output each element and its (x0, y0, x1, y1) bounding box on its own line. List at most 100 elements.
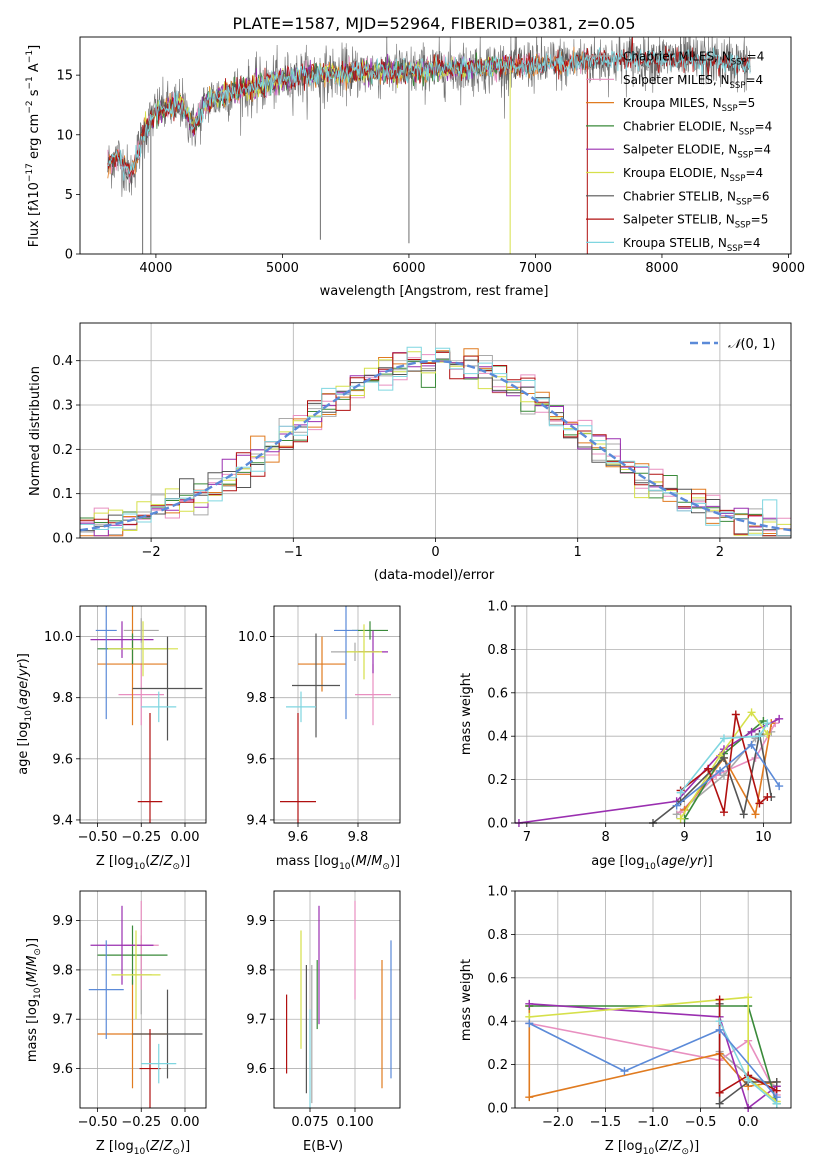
mass-weight-marker (715, 1099, 724, 1108)
mass-vs-z-xtick-label: −0.25 (121, 1115, 161, 1130)
mass-weight-marker (772, 1077, 781, 1086)
residual-histogram-xtick-label: 1 (574, 545, 582, 560)
spectrum-axes: 4000 5000 6000 7000 8000 9000 0 5 10 15 (56, 37, 805, 276)
mass-weight-vs-age-ytick-label: 0.4 (487, 730, 508, 745)
mass-weight-marker (747, 727, 756, 736)
normal-curve (79, 359, 792, 532)
mass-weight-vs-z-ytick-label: 1.0 (487, 885, 508, 900)
mass-weight-vs-z-ytick-label: 0.8 (487, 928, 508, 943)
mass-weight-vs-age-ytick-label: 0.6 (487, 686, 508, 701)
age-vs-mass-frame (273, 605, 401, 824)
mass-weight-vs-z-ytick-label: 0.2 (487, 1058, 508, 1073)
spectrum-legend: Chabrier MILES, NSSP=4 Salpeter MILES, NS… (586, 50, 772, 254)
histogram-frame (79, 322, 792, 539)
mass-vs-z-ylabel: mass [log10(M/M⊙)] (25, 938, 43, 1062)
mass-weight-marker (672, 801, 681, 810)
mass-weight-vs-age-xtick-label: 7 (523, 830, 531, 845)
mass-weight-marker (763, 719, 772, 728)
spectrum-xtick-label: 8000 (645, 261, 678, 276)
age-vs-z-ytick-label: 9.4 (52, 813, 73, 828)
mass-weight-marker (715, 1088, 724, 1097)
mass-vs-ebv-frame (273, 890, 401, 1109)
age-vs-z-xtick-label: −0.25 (121, 830, 161, 845)
mass-weight-marker (744, 1075, 753, 1084)
spectrum-xlabel: wavelength [Angstrom, rest frame] (320, 284, 549, 299)
mass-weight-marker (676, 814, 685, 823)
mass-weight-marker (525, 1093, 534, 1102)
age-vs-z-ytick-label: 9.6 (52, 752, 73, 767)
mass-weight-line (529, 996, 778, 1103)
mass-weight-marker (704, 764, 713, 773)
spectrum-frame (79, 36, 792, 255)
spectrum-ytick-label: 15 (56, 69, 73, 84)
residual-histogram-ytick-label: 0.2 (52, 443, 73, 458)
mass-weight-marker (715, 995, 724, 1004)
age-vs-z-ytick-label: 10.0 (44, 630, 73, 645)
age-vs-z-xtick-label: 0.00 (171, 830, 200, 845)
mass-weight-marker (747, 708, 756, 717)
age-vs-mass-xtick-label: 9.6 (288, 830, 309, 845)
mass-weight-marker (744, 993, 753, 1002)
mass-weight-marker (731, 710, 740, 719)
age-vs-z-xlabel: Z [log10(Z/Z⊙)] (96, 854, 190, 872)
mass-weight-vs-z-ytick-label: 0.4 (487, 1015, 508, 1030)
mass-weight-z-ylabel: mass weight (459, 959, 474, 1041)
mass-vs-ebv-xtick-label: 0.100 (336, 1115, 373, 1130)
age-vs-z-ylabel: age [log10(age/yr)] (16, 653, 34, 775)
residual-histogram-ytick-label: 0.3 (52, 399, 73, 414)
mass-weight-vs-z-ytick-label: 0.0 (487, 1102, 508, 1117)
mass-weight-marker (715, 1025, 724, 1034)
mass-weight-marker (719, 734, 728, 743)
mass-weight-line (679, 722, 768, 794)
spectrum-xtick-label: 5000 (266, 261, 299, 276)
mass-weight-z-xlabel: Z [log10(Z/Z⊙)] (605, 1139, 699, 1157)
mass-weight-vs-z-xtick-label: −2.0 (542, 1115, 574, 1130)
residual-histogram-ytick-label: 0.1 (52, 487, 73, 502)
mass-weight-vs-age-ytick-label: 0.2 (487, 773, 508, 788)
mass-vs-z-ytick-label: 9.6 (52, 1062, 73, 1077)
age-vs-mass-xtick-label: 9.8 (348, 830, 369, 845)
mass-weight-vs-age-axes: 7 8 9 10 0.0 0.2 0.4 0.6 0.8 1.0 (487, 600, 791, 845)
residual-histogram-xtick-label: 2 (716, 545, 724, 560)
mass-weight-vs-z-axes: −2.0 −1.5 −1.0 −0.5 0.0 0.0 0.2 0.4 0.6 0.8 1.0 (487, 885, 791, 1130)
residual-histogram-xtick-label: −2 (142, 545, 161, 560)
legend-label: Kroupa ELODIE, NSSP=4 (623, 166, 763, 184)
spectrum-ylabel: Flux [fλ10−17 erg cm−2 s−1 A−1] (25, 45, 42, 247)
mass-weight-marker (525, 999, 534, 1008)
mass-weight-vs-z-frame (514, 890, 792, 1109)
mass-weight-marker (719, 753, 728, 762)
mass-weight-line (529, 1003, 778, 1108)
mass-weight-marker (719, 808, 728, 817)
residual-histogram-xtick-label: −1 (284, 545, 303, 560)
age-vs-mass-xlabel: mass [log10(M/M⊙)] (276, 854, 400, 872)
mass-weight-age-xlabel: age [log10(age/yr)] (591, 854, 713, 872)
residual-histogram-ytick-label: 0.0 (52, 532, 73, 547)
mass-vs-z-xtick-label: −0.50 (78, 1115, 118, 1130)
legend-label: Salpeter STELIB, NSSP=5 (623, 213, 768, 231)
legend-label: Salpeter MILES, NSSP=4 (623, 73, 763, 91)
age-vs-mass-ytick-label: 9.6 (246, 752, 267, 767)
mass-weight-marker (775, 782, 784, 791)
mass-vs-z-xtick-label: 0.00 (171, 1115, 200, 1130)
mass-weight-line (718, 999, 778, 1095)
legend-label: Kroupa MILES, NSSP=5 (623, 96, 755, 114)
mass-weight-vs-z-xtick-label: 0.0 (738, 1115, 759, 1130)
residual-histogram-xtick-label: 0 (431, 545, 439, 560)
mass-weight-marker (755, 732, 764, 741)
legend-label: Chabrier ELODIE, NSSP=4 (623, 119, 772, 137)
mass-weight-marker (772, 1093, 781, 1102)
mass-weight-vs-z-xtick-label: −1.0 (637, 1115, 669, 1130)
mass-weight-marker (620, 1067, 629, 1076)
spectrum-xtick-label: 6000 (392, 261, 425, 276)
mass-weight-vs-z-ytick-label: 0.6 (487, 971, 508, 986)
histogram-legend-label: 𝒩(0, 1) (728, 337, 775, 352)
age-vs-mass-axes: 9.6 9.8 9.4 9.6 9.8 10.0 (238, 606, 400, 845)
spectrum-xtick-label: 4000 (139, 261, 172, 276)
spectrum-model-line (107, 47, 751, 181)
mass-vs-z-axes: −0.50 −0.25 0.00 9.6 9.7 9.8 9.9 (52, 891, 206, 1130)
legend-label: Kroupa STELIB, NSSP=4 (623, 236, 761, 254)
spectrum-ytick-label: 0 (65, 248, 73, 263)
mass-weight-marker (747, 740, 756, 749)
